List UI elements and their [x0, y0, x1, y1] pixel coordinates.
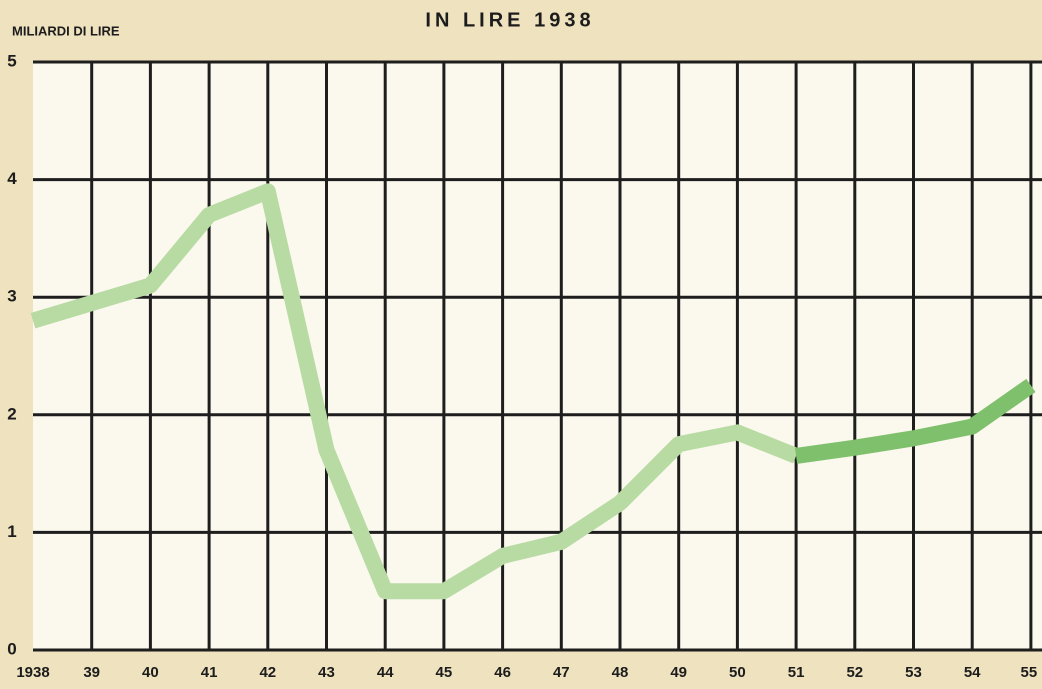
x-tick-label: 40: [142, 664, 159, 681]
plot-area: [33, 62, 1042, 650]
x-tick-label: 50: [729, 664, 746, 681]
x-tick-label: 51: [788, 664, 805, 681]
x-tick-label: 42: [259, 664, 276, 681]
x-tick-label: 44: [377, 664, 394, 681]
y-axis-label: MILIARDI DI LIRE: [12, 23, 120, 38]
x-tick-label: 52: [846, 664, 863, 681]
x-tick-label: 41: [201, 664, 218, 681]
x-tick-label: 54: [964, 664, 981, 681]
data-line: [794, 378, 1036, 464]
y-tick-label: 0: [7, 639, 16, 658]
y-tick-label: 3: [7, 287, 16, 306]
y-tick-label: 1: [7, 522, 16, 541]
x-tick-label: 49: [670, 664, 687, 681]
x-tick-label: 43: [318, 664, 335, 681]
chart-title: IN LIRE 1938: [425, 9, 594, 31]
x-tick-label: 53: [905, 664, 922, 681]
x-tick-label: 48: [612, 664, 629, 681]
data-line: [30, 183, 800, 600]
x-tick-label: 1938: [16, 664, 49, 681]
x-tick-label: 47: [553, 664, 570, 681]
y-tick-label: 4: [7, 169, 17, 188]
x-tick-label: 46: [494, 664, 511, 681]
x-tick-label: 55: [1021, 664, 1038, 681]
y-tick-label: 5: [7, 51, 16, 70]
x-tick-label: 39: [83, 664, 100, 681]
y-tick-label: 2: [7, 404, 16, 423]
x-tick-label: 45: [436, 664, 453, 681]
